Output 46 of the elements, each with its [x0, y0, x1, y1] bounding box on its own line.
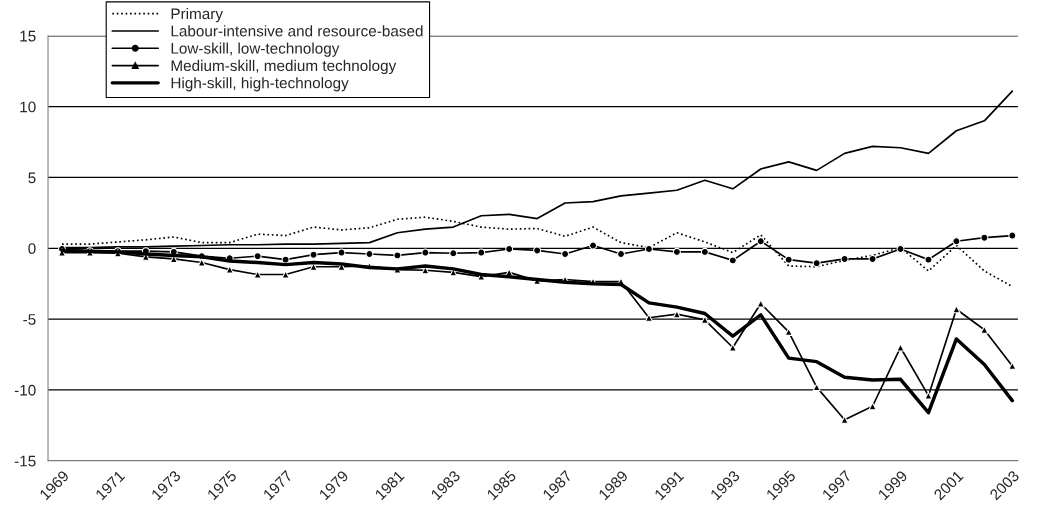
legend-label: Labour-intensive and resource-based	[171, 25, 423, 37]
point	[365, 249, 374, 258]
point	[644, 245, 653, 254]
point	[700, 315, 709, 324]
point	[281, 255, 290, 264]
point	[561, 249, 570, 258]
y-tick-label: -5	[23, 314, 36, 325]
point	[589, 241, 598, 250]
y-tick-label: 0	[28, 243, 36, 255]
legend-label: Medium-skill, medium technology	[171, 59, 397, 75]
point	[840, 254, 849, 263]
point	[980, 233, 989, 242]
point	[756, 237, 765, 246]
point	[58, 248, 66, 257]
point	[952, 237, 961, 246]
point	[672, 247, 681, 256]
point	[896, 245, 905, 254]
point	[533, 246, 542, 255]
point	[812, 383, 821, 392]
point	[924, 391, 933, 400]
point	[449, 249, 458, 258]
point	[784, 255, 793, 264]
point	[672, 310, 681, 319]
legend-label: High-skill, high-technology	[171, 77, 349, 92]
point	[812, 259, 821, 268]
legend-label: Low-skill, low-technology	[171, 42, 340, 57]
point	[309, 250, 318, 259]
y-tick-label: 5	[28, 172, 36, 184]
point	[1008, 231, 1017, 240]
point	[617, 249, 625, 258]
point	[505, 245, 514, 254]
point	[337, 248, 346, 257]
point	[756, 299, 765, 308]
point	[393, 251, 402, 260]
point	[644, 313, 653, 322]
y-tick-label: -10	[14, 384, 36, 396]
point	[868, 254, 877, 263]
point	[477, 248, 486, 257]
legend-label: Primary	[171, 7, 223, 23]
point	[924, 255, 933, 264]
point	[421, 248, 430, 257]
y-tick-label: 15	[20, 30, 36, 42]
y-tick-label: -15	[14, 455, 36, 467]
point	[728, 256, 737, 265]
point	[700, 247, 709, 256]
y-tick-label: 10	[20, 101, 36, 113]
